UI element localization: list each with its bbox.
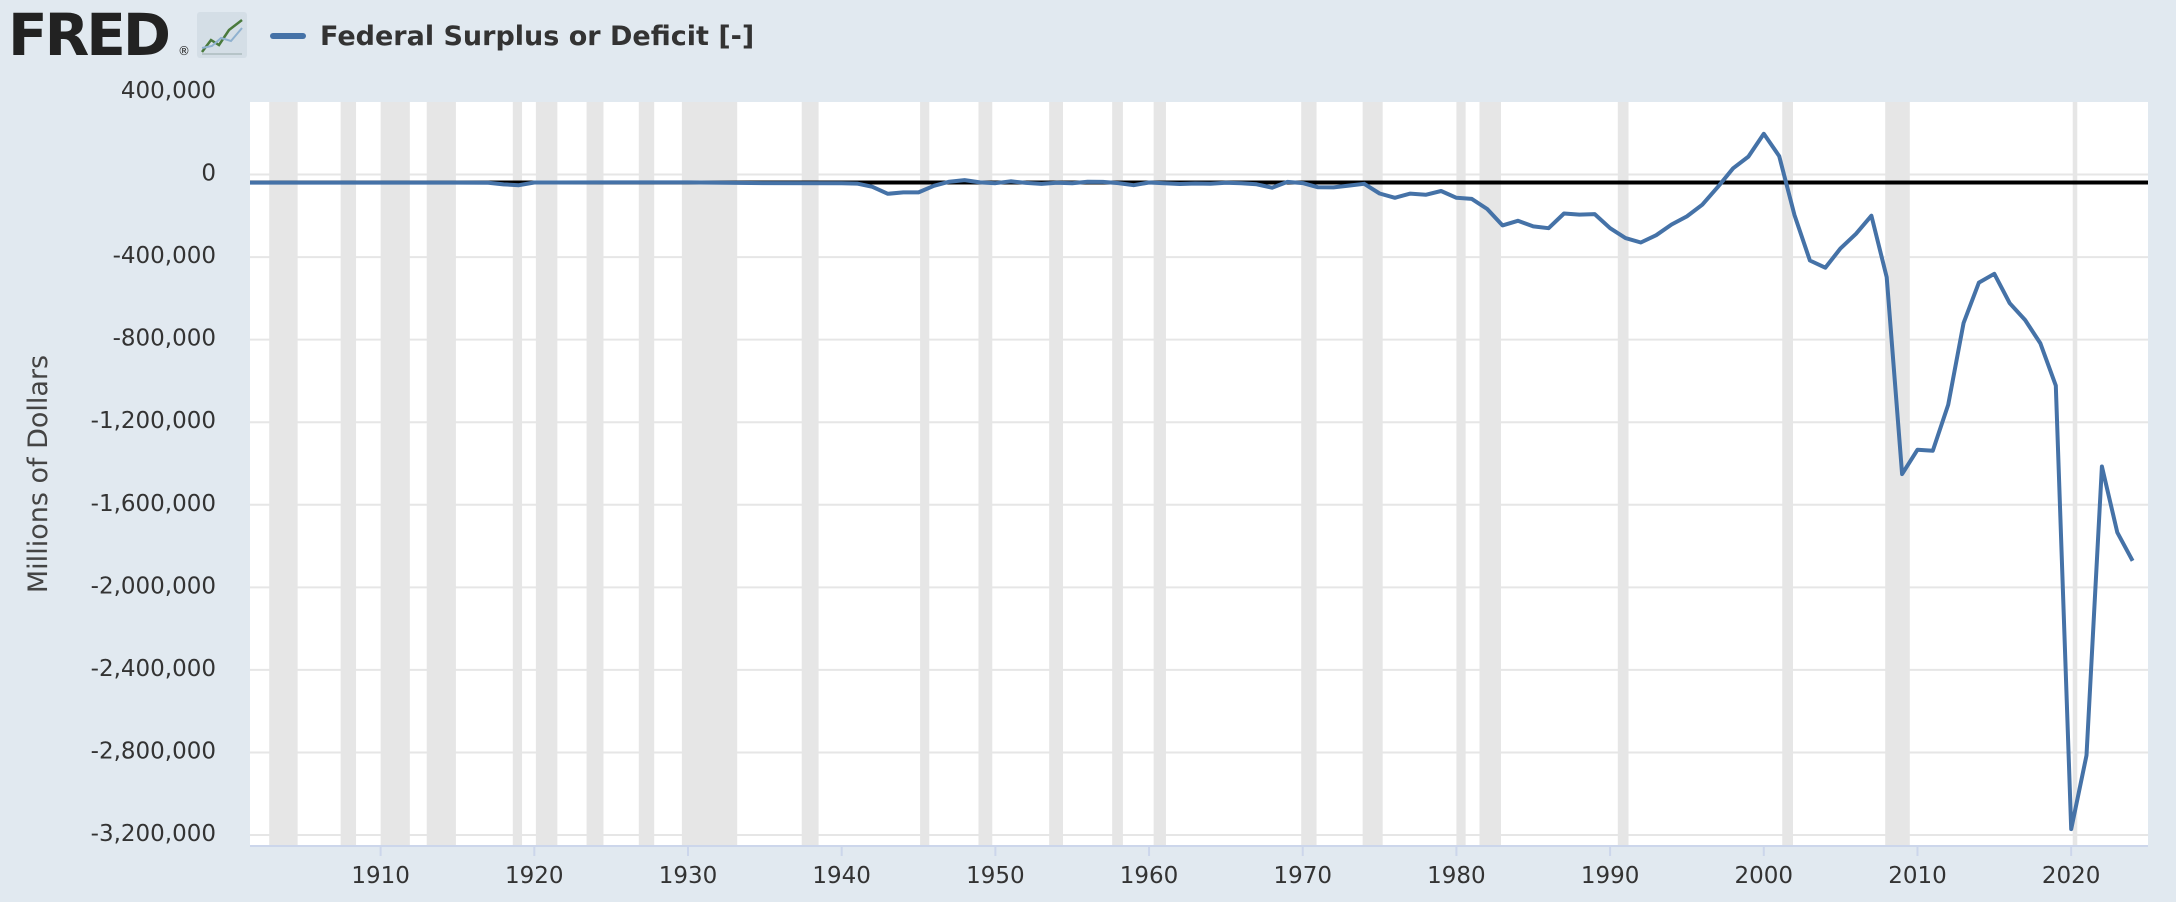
recession-band [638, 102, 655, 846]
recession-band [920, 102, 930, 846]
recession-band [380, 102, 410, 846]
series-line[interactable] [250, 131, 2135, 832]
line-chart-icon[interactable] [197, 12, 247, 58]
recession-band [340, 102, 357, 846]
x-tick-label: 1920 [505, 863, 564, 889]
x-tick-label: 1930 [659, 863, 718, 889]
recession-band [1301, 102, 1317, 846]
y-tick-label: -3,200,000 [91, 821, 216, 847]
registered-mark: ® [178, 44, 190, 58]
recession-band [2072, 102, 2078, 846]
y-tick-label: -2,800,000 [91, 738, 216, 764]
x-tick-label: 1990 [1581, 863, 1640, 889]
x-tick-label: 1980 [1427, 863, 1486, 889]
recession-band [512, 102, 523, 846]
y-axis-label: Millions of Dollars [23, 355, 54, 593]
x-tick-label: 1970 [1273, 863, 1332, 889]
x-axis-ticks: 1910 1920 1930 1940 1950 1960 1970 1980 1990 2000… [351, 846, 2100, 889]
recession-shading [269, 102, 2078, 846]
recession-band [1479, 102, 1501, 846]
recession-band [1456, 102, 1466, 846]
x-tick-label: 1940 [812, 863, 871, 889]
recession-band [1782, 102, 1793, 846]
y-tick-label: -1,600,000 [91, 491, 216, 517]
y-tick-label: -2,000,000 [91, 573, 216, 599]
legend[interactable]: Federal Surplus or Deficit [-] [270, 18, 754, 54]
y-tick-label: 400,000 [121, 78, 216, 104]
x-tick-label: 2020 [2042, 863, 2101, 889]
recession-band [1049, 102, 1063, 846]
x-tick-label: 2000 [1735, 863, 1794, 889]
recession-band [1885, 102, 1910, 846]
recession-band [1362, 102, 1383, 846]
chart-header: FRED ® Federal Surplus or Deficit [-] [0, 0, 2176, 72]
recession-band [978, 102, 993, 846]
legend-swatch [270, 33, 306, 39]
recession-band [681, 102, 738, 846]
x-tick-label: 1950 [966, 863, 1025, 889]
recession-band [1617, 102, 1629, 846]
recession-band [535, 102, 558, 846]
x-tick-label: 1910 [351, 863, 410, 889]
fred-logo[interactable]: FRED [8, 1, 171, 69]
y-tick-label: -800,000 [113, 326, 216, 352]
y-tick-label: -2,400,000 [91, 656, 216, 682]
recession-band [426, 102, 456, 846]
recession-band [1153, 102, 1166, 846]
y-tick-label: 0 [201, 161, 216, 187]
x-tick-label: 1960 [1120, 863, 1179, 889]
legend-label: Federal Surplus or Deficit [-] [320, 20, 755, 52]
gridlines [250, 173, 2148, 836]
y-tick-label: -1,200,000 [91, 408, 216, 434]
recession-band [269, 102, 298, 846]
y-axis-ticks: 400,000 0 -400,000 -800,000 -1,200,000 -1,600… [91, 78, 216, 847]
recession-band [1112, 102, 1123, 846]
x-tick-label: 2010 [1888, 863, 1947, 889]
y-tick-label: -400,000 [113, 243, 216, 269]
recession-band [586, 102, 604, 846]
recession-band [801, 102, 819, 846]
plot-background [250, 102, 2148, 846]
